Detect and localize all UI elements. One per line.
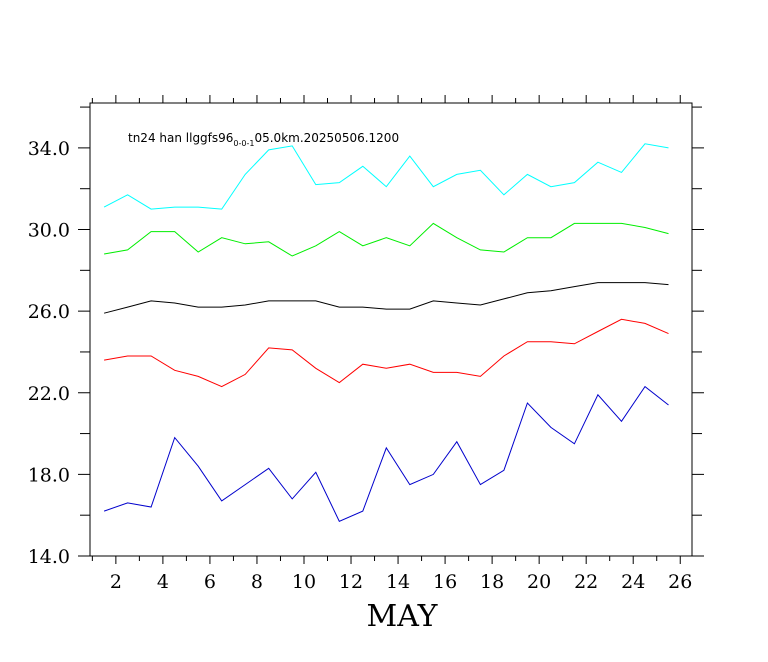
y-tick-label: 18.0 (28, 464, 70, 486)
chart-title: tn24 han llggfs960-0-105.0km.20250506.12… (128, 131, 399, 148)
y-tick-label: 30.0 (28, 220, 70, 242)
series-line-2 (103, 282, 669, 314)
x-tick-label: 10 (292, 571, 316, 593)
x-tick-label: 24 (621, 571, 645, 593)
y-tick-label: 34.0 (28, 138, 70, 160)
series-layer (103, 143, 669, 522)
series-line-3 (104, 318, 669, 388)
x-tick-label: 14 (386, 571, 410, 593)
plot-frame (89, 102, 693, 557)
x-tick-label: 4 (157, 571, 169, 593)
x-axis-label: MAY (367, 599, 439, 634)
axis-tick-labels: 2 4 6 8 10 12 14 16 18 20 22 24 2614.018.022.026.030… (28, 138, 693, 593)
x-tick-label: 6 (204, 571, 216, 593)
chart-title-suffix: 05.0km.20250506.1200 (254, 131, 399, 145)
x-tick-label: 20 (527, 571, 551, 593)
x-tick-label: 8 (251, 571, 263, 593)
chart-title-subscript: 0-0-1 (233, 139, 254, 148)
x-tick-label: 2 (110, 571, 122, 593)
x-tick-label: 22 (574, 571, 598, 593)
axis-ticks (78, 95, 704, 564)
x-tick-label: 26 (668, 571, 692, 593)
y-tick-label: 22.0 (28, 383, 70, 405)
x-tick-label: 18 (480, 571, 504, 593)
y-tick-label: 14.0 (28, 546, 70, 568)
y-tick-label: 26.0 (28, 301, 70, 323)
series-line-0 (103, 143, 669, 210)
chart-title-main: tn24 han llggfs96 (128, 131, 233, 145)
x-tick-label: 16 (433, 571, 457, 593)
series-line-1 (104, 222, 669, 257)
x-tick-label: 12 (339, 571, 363, 593)
series-line-4 (103, 385, 669, 522)
